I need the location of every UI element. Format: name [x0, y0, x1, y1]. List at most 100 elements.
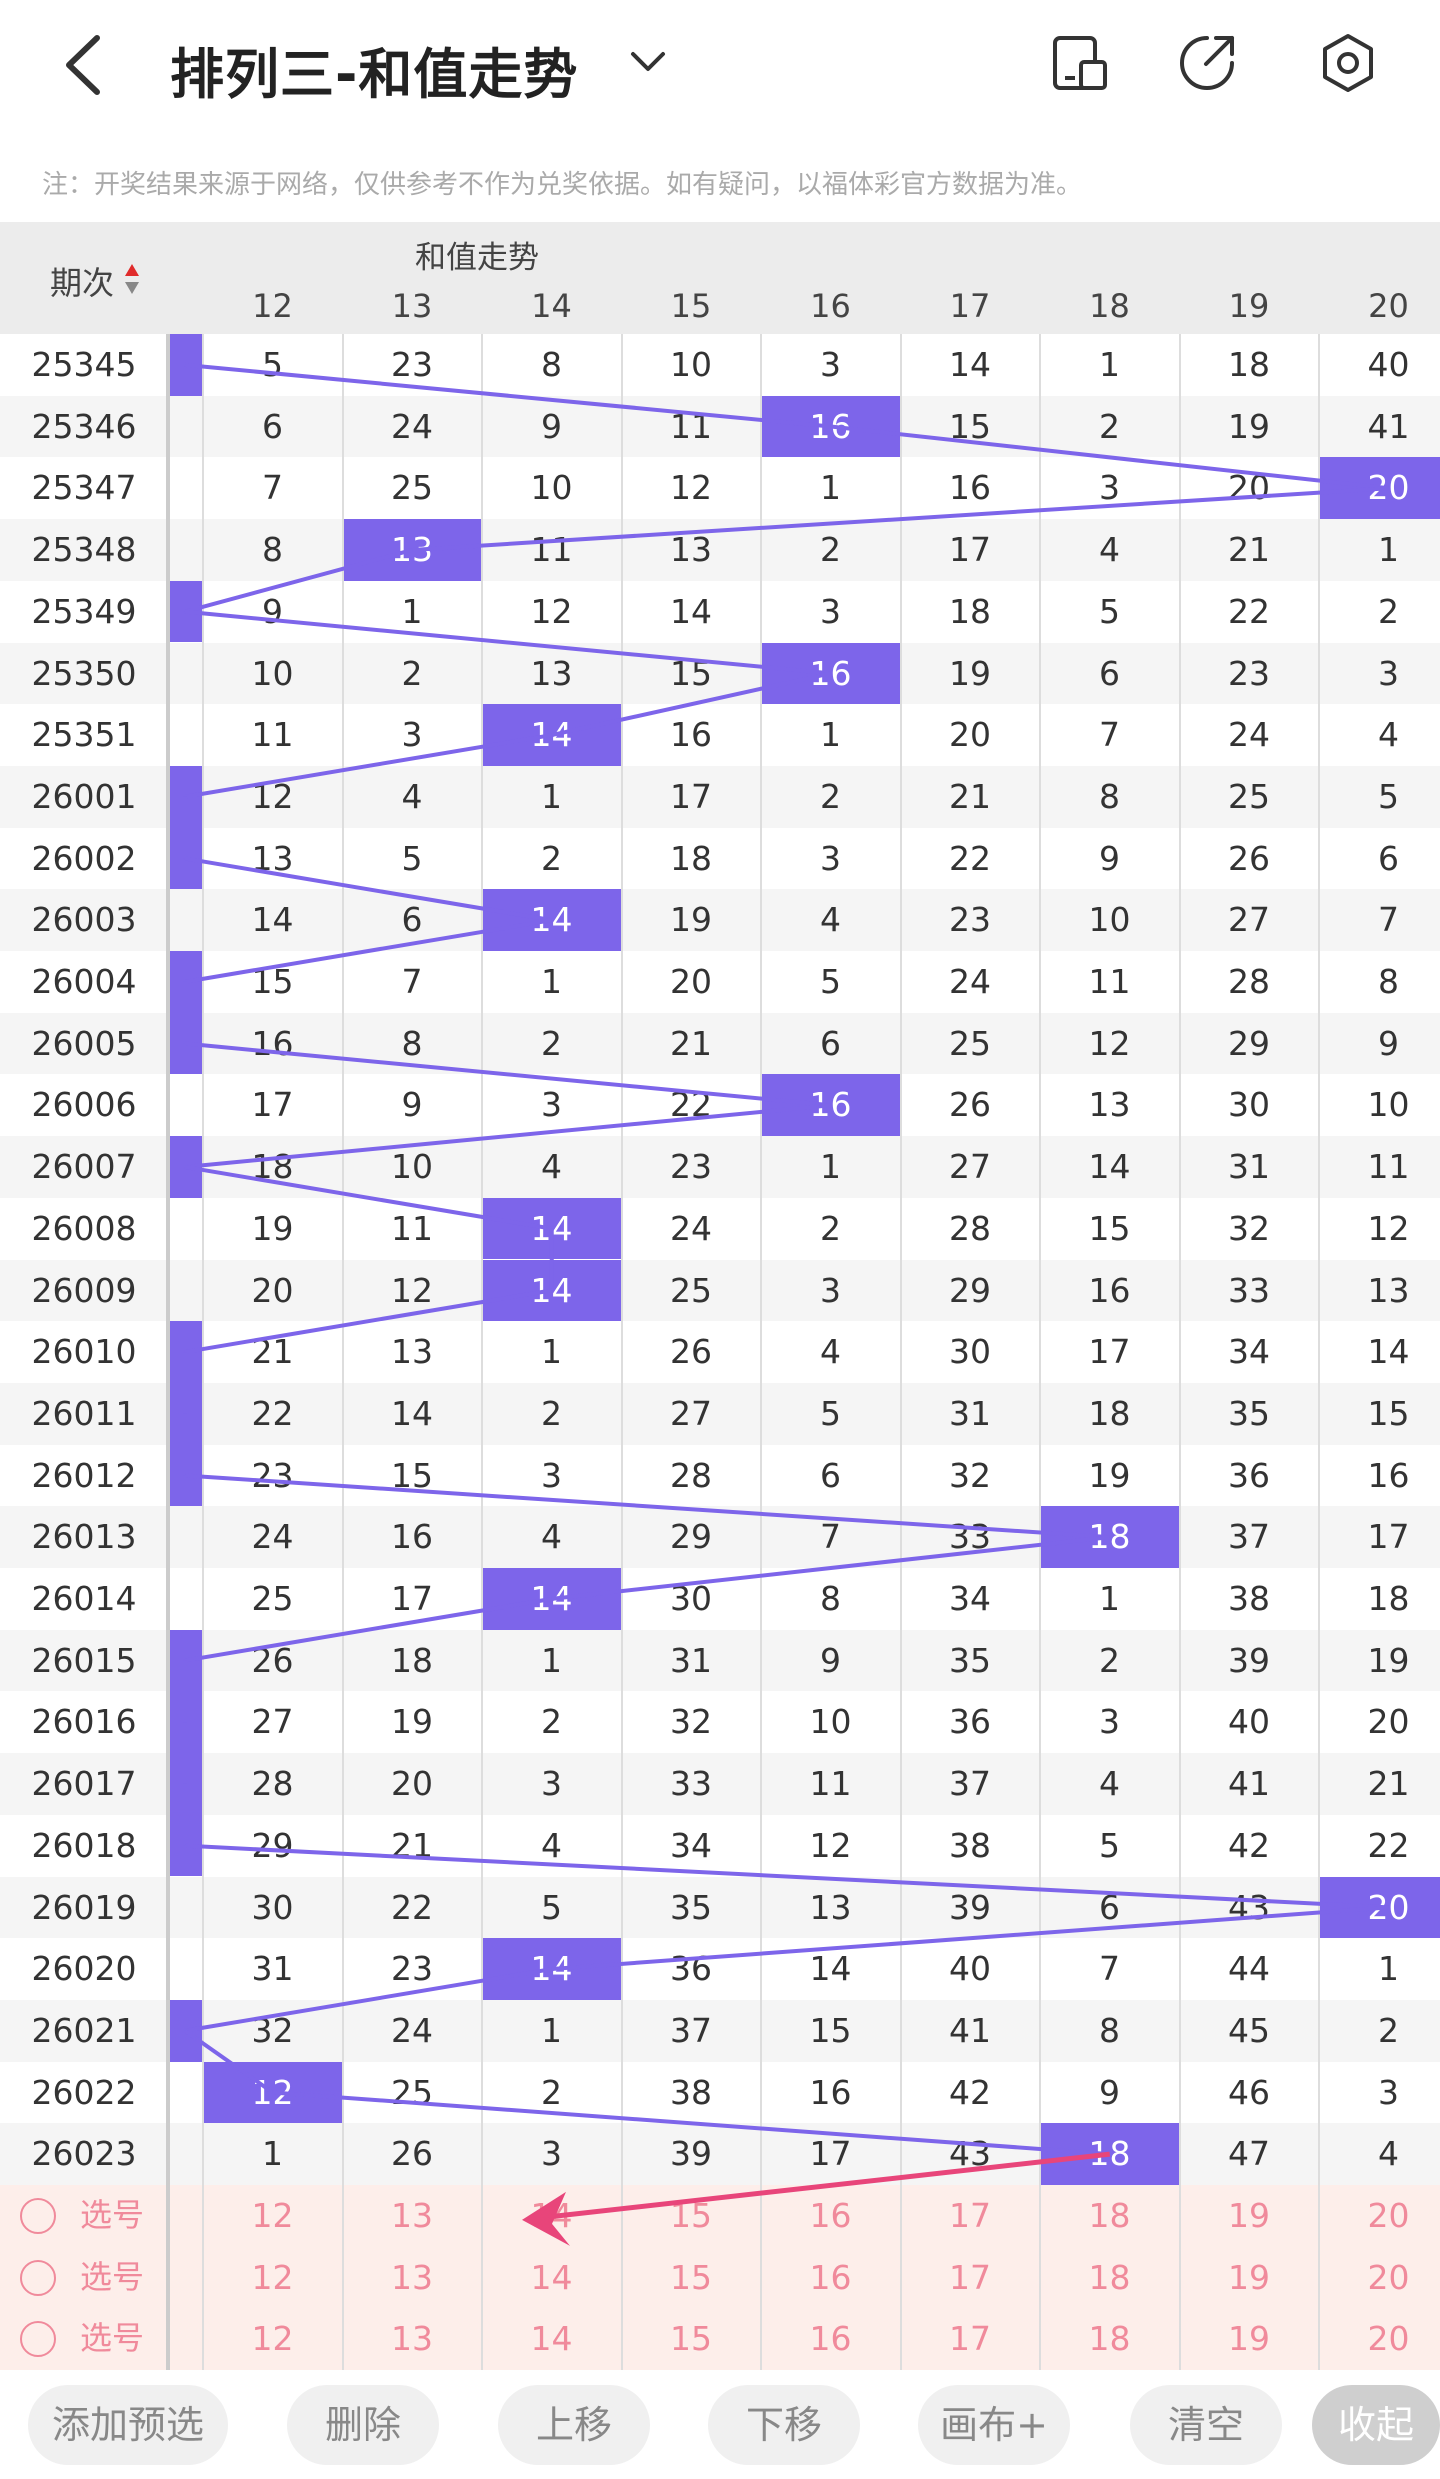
share-icon[interactable] [1172, 28, 1242, 98]
table-cell[interactable]: 31 [251, 1949, 294, 1989]
table-cell[interactable]: 20 [670, 962, 712, 1001]
table-cell[interactable]: 20 [1367, 1702, 1410, 1742]
sort-icon[interactable] [124, 262, 140, 296]
table-cell[interactable]: 47 [1228, 2134, 1270, 2174]
table-cell[interactable]: 11 [809, 1764, 852, 1804]
table-cell[interactable]: 19 [1228, 406, 1270, 446]
table-cell[interactable]: 22 [391, 1887, 433, 1927]
table-cell[interactable]: 40 [1228, 1702, 1270, 1742]
table-cell[interactable]: 18 [949, 591, 991, 631]
pick-cell[interactable]: 18 [1088, 2319, 1131, 2359]
table-cell[interactable]: 11 [1088, 962, 1131, 1001]
add-preselect-button[interactable]: 添加预选 [28, 2385, 228, 2465]
table-cell[interactable]: 27 [1228, 900, 1270, 940]
table-cell[interactable]: 1 [541, 962, 562, 1001]
table-cell[interactable]: 3 [1099, 468, 1120, 508]
back-icon[interactable] [55, 30, 115, 100]
table-cell[interactable]: 21 [949, 776, 991, 816]
table-cell[interactable]: 2 [820, 776, 841, 816]
table-cell[interactable]: 44 [1228, 1949, 1270, 1989]
table-cell[interactable]: 25 [391, 468, 433, 508]
table-cell[interactable]: 10 [1367, 1085, 1410, 1125]
pick-cell[interactable]: 16 [809, 2257, 852, 2297]
pick-cell[interactable]: 19 [1228, 2319, 1270, 2359]
table-cell[interactable]: 30 [251, 1887, 294, 1927]
table-cell[interactable]: 1 [1378, 530, 1399, 570]
pick-cell[interactable]: 15 [670, 2319, 712, 2359]
table-cell[interactable]: 40 [949, 1949, 991, 1989]
table-cell[interactable]: 18 [391, 1640, 433, 1680]
chevron-down-icon[interactable] [625, 42, 671, 82]
table-cell[interactable]: 41 [1228, 1764, 1270, 1804]
table-cell[interactable]: 1 [541, 1332, 562, 1372]
table-cell[interactable]: 11 [1367, 1147, 1410, 1187]
phone-layout-icon[interactable] [1045, 28, 1115, 98]
table-cell[interactable]: 24 [391, 406, 433, 446]
table-cell[interactable]: 23 [670, 1147, 712, 1187]
pick-cell[interactable]: 13 [391, 2319, 433, 2359]
table-cell[interactable]: 36 [949, 1702, 991, 1742]
table-cell[interactable]: 34 [949, 1579, 991, 1618]
pick-cell[interactable]: 19 [1228, 2196, 1270, 2235]
table-cell[interactable]: 8 [262, 530, 283, 570]
pick-row[interactable]: 选号 12 13 14 15 16 17 18 19 20 [0, 2308, 1440, 2371]
table-cell[interactable]: 17 [391, 1579, 433, 1618]
table-cell[interactable]: 29 [670, 1517, 712, 1557]
table-cell[interactable]: 2 [1378, 2010, 1399, 2050]
table-cell[interactable]: 34 [1228, 1332, 1270, 1372]
table-cell[interactable]: 3 [541, 1085, 562, 1125]
clear-button[interactable]: 清空 [1130, 2385, 1282, 2465]
table-cell[interactable]: 1 [401, 591, 423, 631]
table-cell[interactable]: 14 [251, 900, 294, 940]
table-cell[interactable]: 33 [1228, 1270, 1270, 1310]
table-cell[interactable]: 17 [670, 776, 712, 816]
table-cell[interactable]: 5 [1378, 776, 1399, 816]
radio-icon[interactable] [20, 2259, 56, 2296]
table-cell[interactable]: 2 [541, 838, 562, 878]
pick-cell[interactable]: 12 [251, 2319, 294, 2359]
table-cell[interactable]: 12 [809, 1825, 852, 1865]
table-cell[interactable]: 1 [1099, 1579, 1120, 1618]
table-cell[interactable]: 5 [820, 962, 841, 1001]
table-cell[interactable]: 24 [251, 1517, 294, 1557]
table-cell[interactable]: 26 [1228, 838, 1270, 878]
canvas-plus-button[interactable]: 画布+ [918, 2385, 1070, 2465]
table-cell[interactable]: 3 [820, 345, 841, 384]
table-cell[interactable]: 4 [1099, 530, 1120, 570]
table-cell[interactable]: 1 [1099, 345, 1120, 384]
pick-cell[interactable]: 14 [530, 2257, 573, 2297]
table-cell[interactable]: 25 [1228, 776, 1270, 816]
table-cell[interactable]: 2 [1378, 591, 1399, 631]
table-cell[interactable]: 9 [401, 1085, 423, 1125]
table-cell[interactable]: 19 [670, 900, 712, 940]
table-cell[interactable]: 1 [820, 468, 841, 508]
pick-cell[interactable]: 13 [391, 2196, 433, 2235]
table-cell[interactable]: 5 [541, 1887, 562, 1927]
table-cell[interactable]: 19 [1367, 1640, 1410, 1680]
table-cell[interactable]: 1 [262, 2134, 283, 2174]
table-cell[interactable]: 35 [670, 1887, 712, 1927]
table-cell[interactable]: 29 [1228, 1023, 1270, 1063]
table-cell[interactable]: 28 [670, 1455, 712, 1495]
table-cell[interactable]: 25 [251, 1579, 294, 1618]
table-cell[interactable]: 15 [809, 2010, 852, 2050]
table-cell[interactable]: 5 [1099, 591, 1120, 631]
pick-cell[interactable]: 12 [251, 2257, 294, 2297]
table-cell[interactable]: 22 [1228, 591, 1270, 631]
pick-cell[interactable]: 17 [949, 2196, 991, 2235]
table-cell[interactable]: 31 [949, 1393, 991, 1433]
table-cell[interactable]: 4 [541, 1825, 562, 1865]
table-cell[interactable]: 29 [949, 1270, 991, 1310]
pick-row[interactable]: 选号 12 13 14 15 16 17 18 19 20 [0, 2246, 1440, 2309]
radio-icon[interactable] [20, 2321, 56, 2358]
table-cell[interactable]: 18 [670, 838, 712, 878]
table-cell[interactable]: 1 [1378, 1949, 1399, 1989]
table-cell[interactable]: 9 [1378, 1023, 1399, 1063]
table-cell[interactable]: 6 [1378, 838, 1399, 878]
table-cell[interactable]: 31 [670, 1640, 712, 1680]
table-cell[interactable]: 34 [670, 1825, 712, 1865]
table-cell[interactable]: 35 [949, 1640, 991, 1680]
table-cell[interactable]: 13 [809, 1887, 852, 1927]
table-cell[interactable]: 23 [251, 1455, 294, 1495]
table-cell[interactable]: 24 [1228, 715, 1270, 755]
